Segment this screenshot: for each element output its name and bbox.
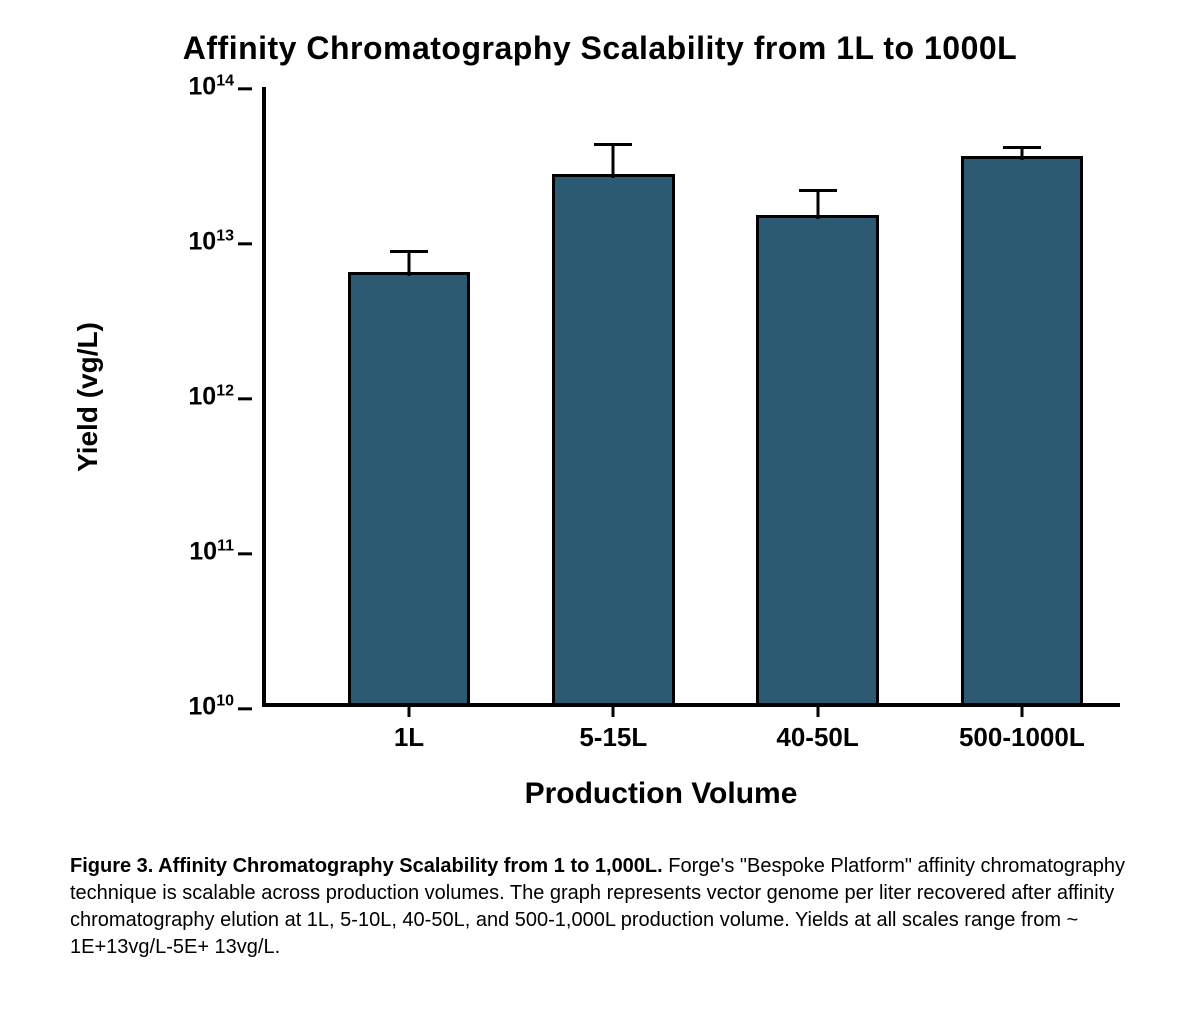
x-tick-label: 500-1000L bbox=[959, 722, 1085, 753]
x-tick-label: 5-15L bbox=[579, 722, 647, 753]
x-tick-mark bbox=[612, 703, 615, 717]
error-cap bbox=[799, 189, 837, 192]
error-bar bbox=[816, 189, 819, 218]
bars-layer bbox=[266, 87, 1120, 703]
error-cap bbox=[594, 143, 632, 146]
y-tick-label: 1013 bbox=[188, 227, 250, 256]
y-tick-label: 1011 bbox=[189, 537, 250, 566]
chart-title: Affinity Chromatography Scalability from… bbox=[80, 30, 1120, 67]
x-tick-mark bbox=[408, 703, 411, 717]
x-axis-label: Production Volume bbox=[202, 777, 1120, 811]
bar bbox=[552, 174, 675, 703]
caption-bold: Figure 3. Affinity Chromatography Scalab… bbox=[70, 855, 663, 877]
error-cap bbox=[390, 250, 428, 253]
y-axis-ticks: 10101011101210131014 bbox=[140, 87, 250, 707]
chart-container: Affinity Chromatography Scalability from… bbox=[80, 30, 1120, 811]
axes: 1L5-15L40-50L500-1000L bbox=[262, 87, 1120, 707]
bar bbox=[756, 215, 879, 703]
y-tick-label: 1010 bbox=[188, 692, 250, 721]
x-tick-mark bbox=[1020, 703, 1023, 717]
y-axis-label: Yield (vg/L) bbox=[72, 322, 104, 472]
x-tick-label: 1L bbox=[394, 722, 424, 753]
bar bbox=[348, 272, 471, 703]
x-tick-label: 40-50L bbox=[776, 722, 858, 753]
x-tick-mark bbox=[816, 703, 819, 717]
y-tick-label: 1012 bbox=[188, 382, 250, 411]
error-cap bbox=[1003, 146, 1041, 149]
error-bar bbox=[408, 250, 411, 276]
figure-caption: Figure 3. Affinity Chromatography Scalab… bbox=[70, 853, 1130, 961]
y-tick-label: 1014 bbox=[188, 72, 250, 101]
plot-area: Yield (vg/L) 10101011101210131014 1L5-15… bbox=[140, 87, 1120, 707]
bar bbox=[961, 156, 1084, 703]
error-bar bbox=[612, 143, 615, 179]
